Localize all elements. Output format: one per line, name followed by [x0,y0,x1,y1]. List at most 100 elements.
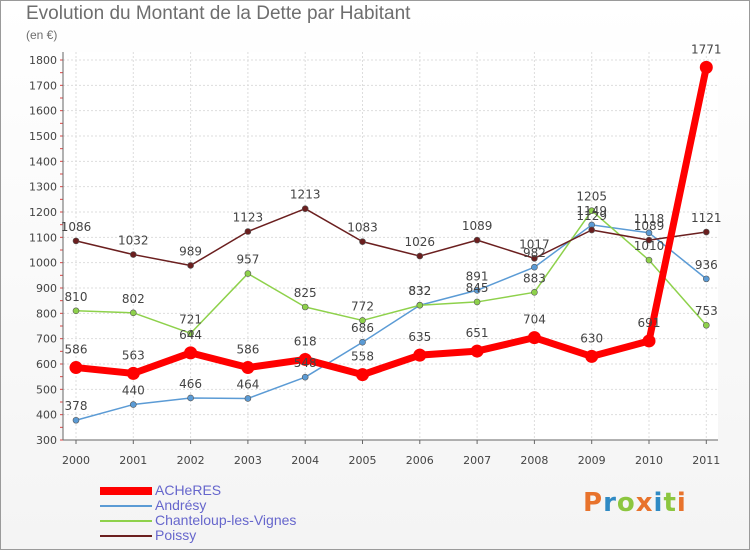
y-tick-label: 500 [36,383,57,396]
y-tick-label: 700 [36,333,57,346]
chart-unit-label: (en €) [26,28,58,42]
data-point [699,60,713,74]
data-label: 1032 [118,234,149,248]
data-label: 802 [122,292,145,306]
data-point [359,238,366,245]
data-label: 1086 [61,220,92,234]
data-label: 1121 [691,211,722,225]
y-tick-label: 1400 [29,155,57,168]
data-label: 989 [179,244,202,258]
data-point [702,228,710,236]
y-tick-label: 900 [36,282,57,295]
x-tick-label: 2011 [692,454,720,467]
series-group [69,60,713,424]
data-label: 1017 [519,237,550,251]
data-point [298,352,312,366]
data-label: 845 [466,281,489,295]
data-point [130,401,137,408]
data-point [470,344,484,358]
y-tick-label: 300 [36,434,57,447]
y-tick-label: 1500 [29,130,57,143]
data-point [72,307,80,315]
legend-swatch [100,520,152,522]
x-tick-label: 2007 [463,454,491,467]
data-point [645,229,653,237]
data-label: 440 [122,384,145,398]
series-line-ACHeRES [75,66,710,379]
data-point [531,263,538,271]
legend-label: ACHeRES [155,482,222,498]
x-tick-label: 2000 [62,454,90,467]
data-point [702,321,710,329]
data-point [356,368,369,382]
data-label: 1089 [462,219,493,233]
data-label: 772 [351,299,374,313]
data-label: 691 [638,316,661,330]
data-point [130,251,137,258]
series-line-Poissy [75,207,707,267]
data-label: 464 [236,377,259,391]
legend: ACHeRES Andrésy Chanteloup-les-Vignes Poiss… [100,482,400,544]
legend-item: Poissy [100,527,400,544]
y-tick-label: 1600 [29,105,57,118]
data-label: 618 [294,334,317,348]
data-point [531,289,538,296]
x-tick-label: 2008 [520,454,548,467]
x-tick-label: 2006 [406,454,434,467]
data-label: 466 [179,377,202,391]
legend-item: ACHeRES [100,482,400,499]
data-point [359,317,366,324]
data-label: 1123 [233,211,264,225]
data-label: 1083 [347,221,378,235]
data-label: 548 [294,356,317,370]
data-label: 1149 [576,204,607,218]
data-point [527,331,541,345]
data-point [301,205,309,213]
data-point [244,395,252,402]
data-label: 753 [695,304,718,318]
y-tick-label: 1700 [29,79,57,92]
data-label: 1010 [634,239,665,253]
series-line-Chanteloup-les-Vignes [75,209,707,335]
data-point [72,416,80,424]
data-point [413,348,427,362]
data-label: 644 [179,328,202,342]
data-label: 936 [695,258,718,272]
x-tick-label: 2002 [177,454,205,467]
data-point [588,226,596,234]
y-tick-label: 600 [36,358,57,371]
data-point [244,270,252,277]
data-point [473,236,481,244]
data-label: 686 [351,321,374,335]
axes: 300 400 500 600 700 800 900 1000 1100 1200 1300 140… [29,52,720,467]
data-label: 832 [408,284,431,298]
data-labels: 586 563 644 586 618 558 635 651 704 630 691 1771 378… [61,42,722,413]
data-point [416,252,424,260]
x-tick-label: 2010 [635,454,663,467]
data-point [645,236,653,244]
data-point [72,237,80,245]
data-label: 1213 [290,188,321,202]
data-point [416,301,424,309]
legend-item: Chanteloup-les-Vignes [100,512,400,529]
data-point [588,207,596,215]
grid-lines [63,52,718,441]
data-label: 651 [466,326,489,340]
data-label: 825 [294,286,317,300]
data-label: 378 [65,399,88,413]
y-tick-label: 1200 [29,206,57,219]
y-tick-label: 1300 [29,181,57,194]
data-point [184,346,198,360]
data-point [187,394,194,402]
x-tick-label: 2003 [234,454,262,467]
data-label: 883 [523,271,546,285]
data-label: 586 [236,343,259,357]
data-label: 1129 [576,209,607,223]
data-label: 563 [122,348,145,362]
legend-label: Poissy [155,527,197,543]
data-point [126,366,140,380]
data-label: 704 [523,313,546,327]
x-tick-label: 2009 [578,454,606,467]
legend-label: Chanteloup-les-Vignes [155,512,297,528]
data-point [244,228,252,235]
